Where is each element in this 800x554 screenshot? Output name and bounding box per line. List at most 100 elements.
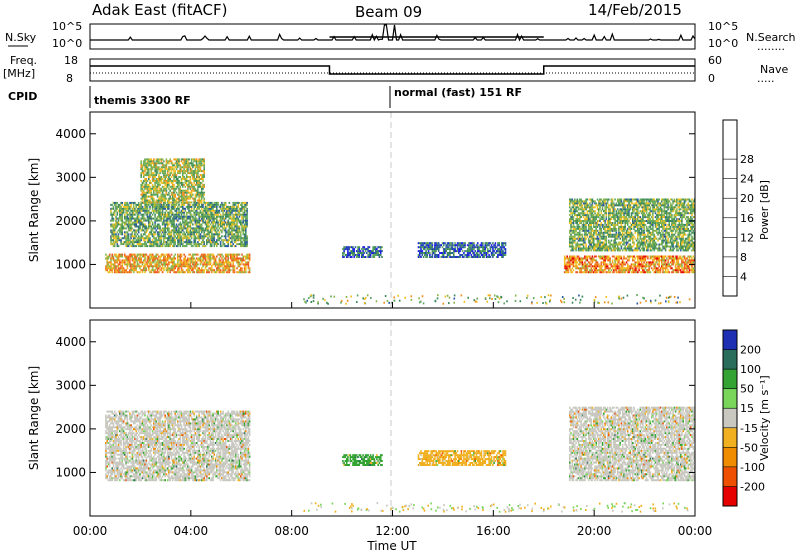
- power-cell: [153, 185, 155, 188]
- power-cell: [170, 241, 173, 244]
- power-cell: [166, 255, 169, 258]
- power-cell: [190, 269, 193, 272]
- power-cell: [494, 246, 497, 249]
- power-cell: [192, 267, 194, 270]
- power-cell: [113, 263, 116, 266]
- power-cell: [228, 269, 231, 272]
- power-cell: [119, 211, 121, 214]
- power-cell: [576, 214, 579, 217]
- power-cell: [122, 211, 125, 214]
- power-cell: [155, 263, 158, 266]
- power-cell: [194, 193, 197, 196]
- power-cell: [130, 241, 132, 244]
- power-cell: [688, 267, 691, 270]
- power-cell: [173, 229, 175, 232]
- power-cell: [139, 255, 141, 258]
- power-cell: [130, 213, 132, 216]
- power-cell: [127, 209, 130, 212]
- power-cell: [238, 263, 241, 266]
- power-cell: [643, 271, 645, 274]
- power-cell: [661, 255, 663, 258]
- power-cell: [241, 201, 243, 204]
- power-cell: [105, 269, 107, 272]
- power-cell: [678, 255, 681, 258]
- power-cell: [597, 255, 600, 258]
- power-cell: [206, 263, 208, 266]
- power-cell: [223, 219, 226, 222]
- power-cell: [110, 261, 112, 264]
- power-cell: [574, 225, 576, 228]
- power-cell: [195, 219, 198, 222]
- power-cell: [120, 207, 122, 210]
- power-cell: [145, 195, 148, 198]
- power-cell: [422, 248, 425, 251]
- power-cell: [202, 193, 204, 196]
- power-cell: [222, 203, 224, 206]
- power-cell: [124, 227, 126, 230]
- power-cell: [140, 223, 142, 226]
- power-cell: [246, 217, 248, 220]
- power-cell: [503, 254, 505, 256]
- power-cell: [202, 213, 204, 216]
- power-cell: [106, 263, 108, 266]
- power-cell: [381, 256, 383, 258]
- power-cell: [207, 257, 209, 260]
- power-cell: [629, 267, 632, 270]
- power-cell: [487, 256, 489, 258]
- power-cell: [241, 223, 243, 226]
- power-cell: [200, 158, 203, 161]
- power-cell: [132, 221, 135, 224]
- power-cell: [246, 255, 248, 258]
- power-cell: [107, 255, 110, 258]
- power-cell: [132, 213, 135, 216]
- power-cell: [243, 223, 246, 226]
- power-cell: [214, 209, 217, 212]
- power-cell: [592, 267, 595, 270]
- power-cell: [190, 227, 193, 230]
- power-cell: [426, 244, 429, 247]
- power-cell: [141, 271, 144, 274]
- power-cell: [367, 248, 369, 251]
- power-cell: [420, 256, 422, 258]
- power-cell: [233, 237, 236, 240]
- power-cell: [199, 269, 202, 272]
- power-cell: [177, 241, 179, 244]
- power-cell: [485, 256, 488, 258]
- power-cell: [203, 160, 205, 163]
- power-cell: [142, 219, 145, 222]
- power-cell: [146, 205, 149, 208]
- power-cell: [203, 241, 205, 244]
- power-cell: [159, 176, 161, 178]
- power-cell: [246, 237, 248, 240]
- power-cell: [116, 205, 119, 208]
- power-cell: [187, 176, 189, 178]
- power-cell: [435, 244, 437, 247]
- power-cell: [207, 233, 209, 236]
- power-cell: [190, 261, 193, 264]
- power-cell: [125, 257, 127, 260]
- power-cell: [671, 255, 673, 258]
- power-cell: [600, 263, 603, 266]
- power-cell: [580, 257, 582, 260]
- power-cell: [121, 269, 124, 272]
- power-cell: [371, 250, 373, 253]
- power-cell: [182, 203, 184, 206]
- power-cell: [424, 242, 426, 245]
- power-cell: [618, 267, 620, 270]
- power-cell: [236, 227, 238, 230]
- power-cell: [425, 242, 427, 245]
- power-cell: [581, 259, 584, 262]
- power-cell: [569, 214, 571, 217]
- power-cell: [576, 198, 579, 201]
- power-cell: [187, 183, 189, 186]
- power-cell: [217, 229, 219, 232]
- power-cell: [161, 193, 164, 196]
- power-cell: [569, 220, 571, 222]
- power-cell: [212, 217, 214, 220]
- power-cell: [453, 248, 455, 251]
- power-cell: [187, 195, 189, 198]
- power-cell: [638, 265, 640, 268]
- power-cell: [222, 205, 224, 208]
- power-cell: [148, 239, 150, 242]
- power-cell: [577, 225, 580, 228]
